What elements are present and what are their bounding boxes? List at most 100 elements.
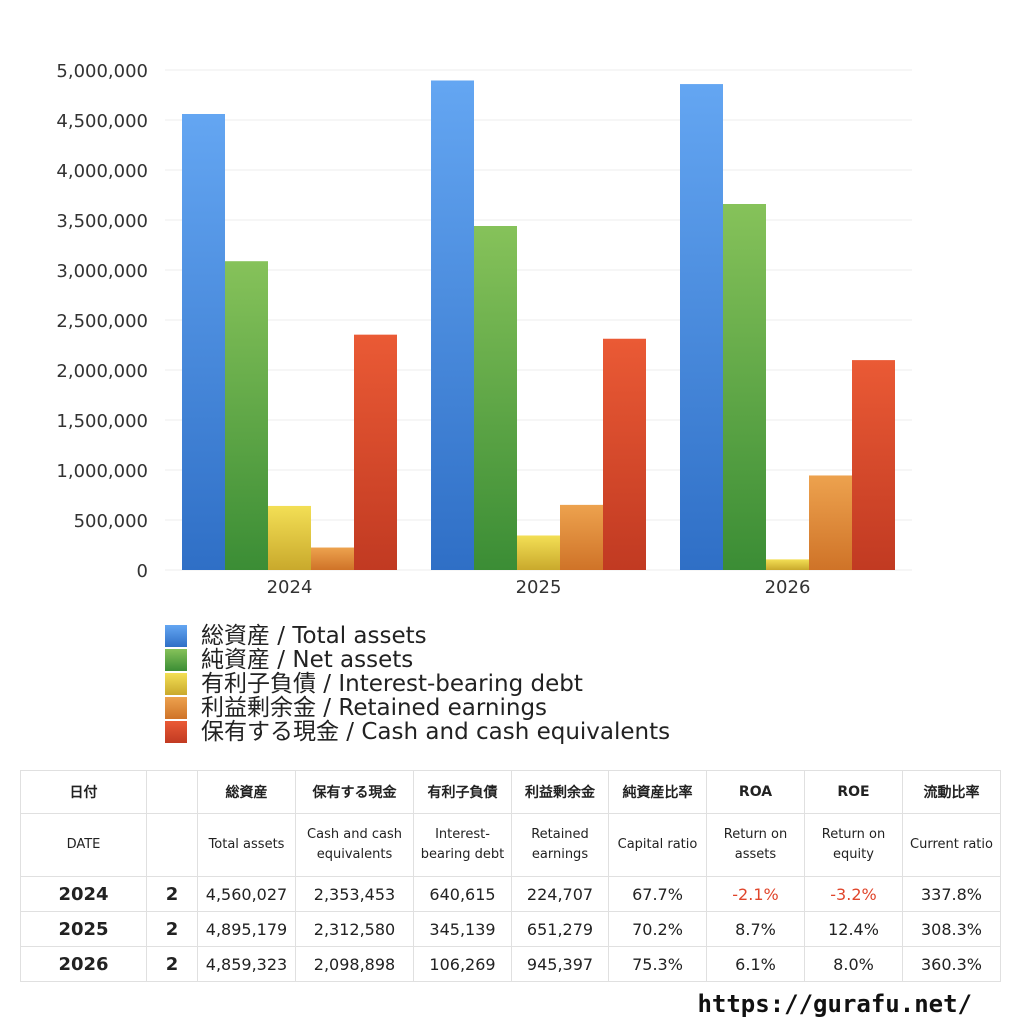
- table-cell-negative: -3.2%: [804, 876, 903, 912]
- table-cell: 4,560,027: [197, 876, 296, 912]
- bars: [182, 80, 895, 571]
- y-tick-label: 5,000,000: [56, 61, 148, 82]
- bar: [766, 559, 809, 570]
- bar: [182, 113, 225, 570]
- table-header: 利益剰余金: [511, 770, 609, 814]
- legend-item: 総資産 / Total assets: [165, 624, 670, 648]
- table-cell: 224,707: [511, 876, 609, 912]
- bar: [560, 504, 603, 570]
- site-url: https://gurafu.net/: [697, 990, 972, 1018]
- table-header: 保有する現金: [295, 770, 414, 814]
- legend-swatch-retained-earnings: [165, 697, 187, 719]
- bar: [354, 334, 397, 570]
- table-cell: 8.0%: [804, 946, 903, 982]
- legend-label: 総資産 / Total assets: [201, 623, 427, 649]
- table-cell: 75.3%: [608, 946, 707, 982]
- bar: [311, 547, 354, 570]
- table-cell: 308.3%: [902, 911, 1001, 947]
- table-cell: 2: [146, 946, 198, 982]
- table-header: Retained earnings: [511, 813, 609, 877]
- table-cell-year: 2025: [20, 911, 147, 947]
- legend-swatch-cash: [165, 721, 187, 743]
- table-cell: 345,139: [413, 911, 512, 947]
- legend-label: 純資産 / Net assets: [201, 647, 414, 673]
- table-header: ROE: [804, 770, 903, 814]
- legend-label: 利益剰余金 / Retained earnings: [201, 695, 548, 721]
- table-cell: 2: [146, 911, 198, 947]
- table-cell: 106,269: [413, 946, 512, 982]
- y-tick-label: 1,000,000: [56, 461, 148, 482]
- legend: 総資産 / Total assets 純資産 / Net assets 有利子負…: [165, 624, 670, 744]
- table-cell: 2: [146, 876, 198, 912]
- y-axis-ticks: 0 500,000 1,000,000 1,500,000 2,000,000 2,500…: [56, 61, 148, 582]
- table-header: 有利子負債: [413, 770, 512, 814]
- table-cell: 651,279: [511, 911, 609, 947]
- table-cell: 360.3%: [902, 946, 1001, 982]
- table-header: DATE: [20, 813, 147, 877]
- table-cell: 8.7%: [706, 911, 805, 947]
- table-header: [146, 770, 198, 814]
- table-cell: 67.7%: [608, 876, 707, 912]
- table-cell-negative: -2.1%: [706, 876, 805, 912]
- y-tick-label: 2,500,000: [56, 311, 148, 332]
- financial-table: 日付 総資産 保有する現金 有利子負債 利益剰余金 純資産比率 ROA ROE …: [20, 770, 1001, 982]
- y-tick-label: 3,500,000: [56, 211, 148, 232]
- bar: [809, 475, 852, 570]
- legend-item: 有利子負債 / Interest-bearing debt: [165, 672, 670, 696]
- table-row: 2024 2 4,560,027 2,353,453 640,615 224,7…: [20, 876, 1001, 912]
- table-cell: 6.1%: [706, 946, 805, 982]
- table-header: Cash and cash equivalents: [295, 813, 414, 877]
- table-cell: 12.4%: [804, 911, 903, 947]
- table-row: 2025 2 4,895,179 2,312,580 345,139 651,2…: [20, 911, 1001, 947]
- table-header: ROA: [706, 770, 805, 814]
- y-tick-label: 4,000,000: [56, 161, 148, 182]
- bar: [431, 80, 474, 570]
- bar: [603, 338, 646, 570]
- table-header: 日付: [20, 770, 147, 814]
- legend-label: 有利子負債 / Interest-bearing debt: [201, 671, 583, 697]
- legend-swatch-net-assets: [165, 649, 187, 671]
- table-cell: 2,098,898: [295, 946, 414, 982]
- table-cell: 640,615: [413, 876, 512, 912]
- bar: [680, 84, 723, 571]
- table-cell: 4,859,323: [197, 946, 296, 982]
- gridlines: [165, 69, 912, 571]
- y-tick-label: 2,000,000: [56, 361, 148, 382]
- table-header: Capital ratio: [608, 813, 707, 877]
- table-header: Total assets: [197, 813, 296, 877]
- table-cell: 2,353,453: [295, 876, 414, 912]
- table-cell: 70.2%: [608, 911, 707, 947]
- legend-item: 純資産 / Net assets: [165, 648, 670, 672]
- bar: [268, 505, 311, 570]
- y-tick-label: 4,500,000: [56, 111, 148, 132]
- bar: [852, 360, 895, 570]
- table-header-row-jp: 日付 総資産 保有する現金 有利子負債 利益剰余金 純資産比率 ROA ROE …: [20, 770, 1001, 814]
- table-cell: 4,895,179: [197, 911, 296, 947]
- table-cell: 945,397: [511, 946, 609, 982]
- table-header: 流動比率: [902, 770, 1001, 814]
- bar: [517, 535, 560, 570]
- table-header-row-en: DATE Total assets Cash and cash equivale…: [20, 813, 1001, 877]
- y-tick-label: 1,500,000: [56, 411, 148, 432]
- y-tick-label: 500,000: [74, 511, 148, 532]
- bar: [723, 204, 766, 570]
- bar: [474, 226, 517, 570]
- bar-chart: 0 500,000 1,000,000 1,500,000 2,000,000 2,500…: [56, 61, 912, 598]
- table-header: Interest-bearing debt: [413, 813, 512, 877]
- table-header: 純資産比率: [608, 770, 707, 814]
- table-cell-year: 2026: [20, 946, 147, 982]
- bar: [225, 261, 268, 570]
- table-header: Return on assets: [706, 813, 805, 877]
- legend-item: 利益剰余金 / Retained earnings: [165, 696, 670, 720]
- x-tick-label: 2024: [267, 577, 313, 598]
- x-tick-label: 2026: [765, 577, 811, 598]
- legend-swatch-interest-bearing-debt: [165, 673, 187, 695]
- table-header: Current ratio: [902, 813, 1001, 877]
- table-cell-year: 2024: [20, 876, 147, 912]
- table-row: 2026 2 4,859,323 2,098,898 106,269 945,3…: [20, 946, 1001, 982]
- x-axis-ticks: 2024 2025 2026: [267, 577, 811, 598]
- table-header: Return on equity: [804, 813, 903, 877]
- legend-item: 保有する現金 / Cash and cash equivalents: [165, 720, 670, 744]
- x-tick-label: 2025: [516, 577, 562, 598]
- table-cell: 2,312,580: [295, 911, 414, 947]
